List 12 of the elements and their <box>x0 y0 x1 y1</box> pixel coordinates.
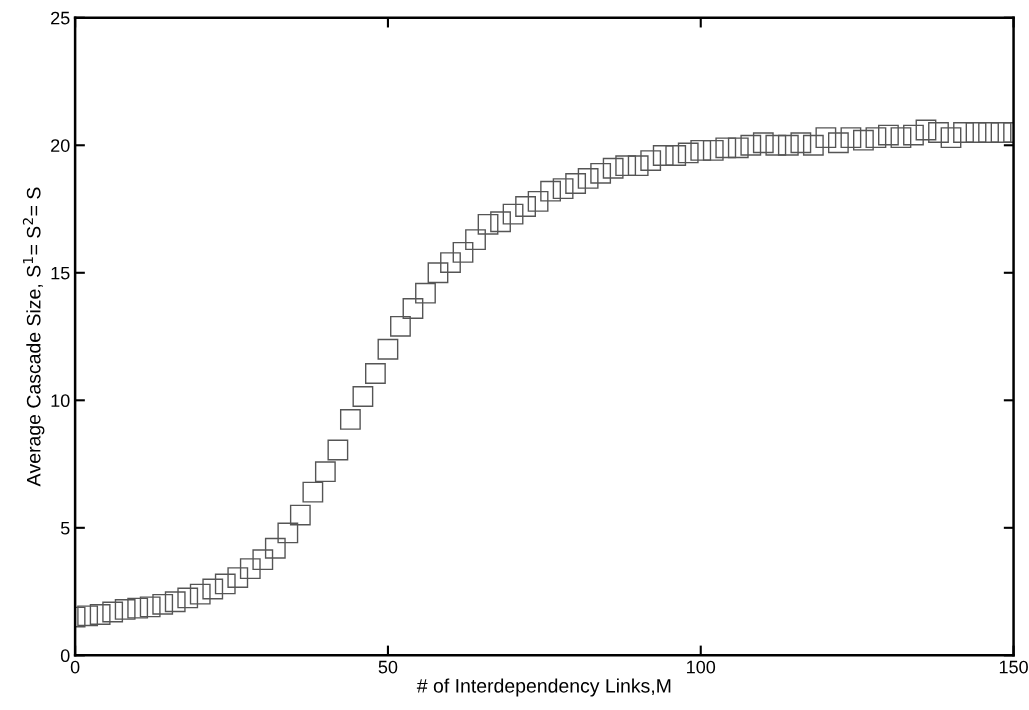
y-tick-label: 20 <box>51 139 70 152</box>
x-axis-title: # of Interdependency Links,M <box>416 678 671 697</box>
y-tick-label: 0 <box>60 649 70 663</box>
y-axis-title: Average Cascade Size, S$^{1}$= S$^{2}$= S <box>22 187 45 487</box>
x-tick-label: 0 <box>70 660 80 674</box>
y-tick-label: 5 <box>60 521 70 535</box>
y-tick-label: 10 <box>51 394 70 408</box>
x-tick-label: 50 <box>378 660 398 674</box>
y-tick-label: 25 <box>51 11 70 25</box>
x-tick-label: 100 <box>687 660 716 674</box>
x-tick-label: 150 <box>999 660 1028 674</box>
y-tick-label: 15 <box>51 266 70 280</box>
